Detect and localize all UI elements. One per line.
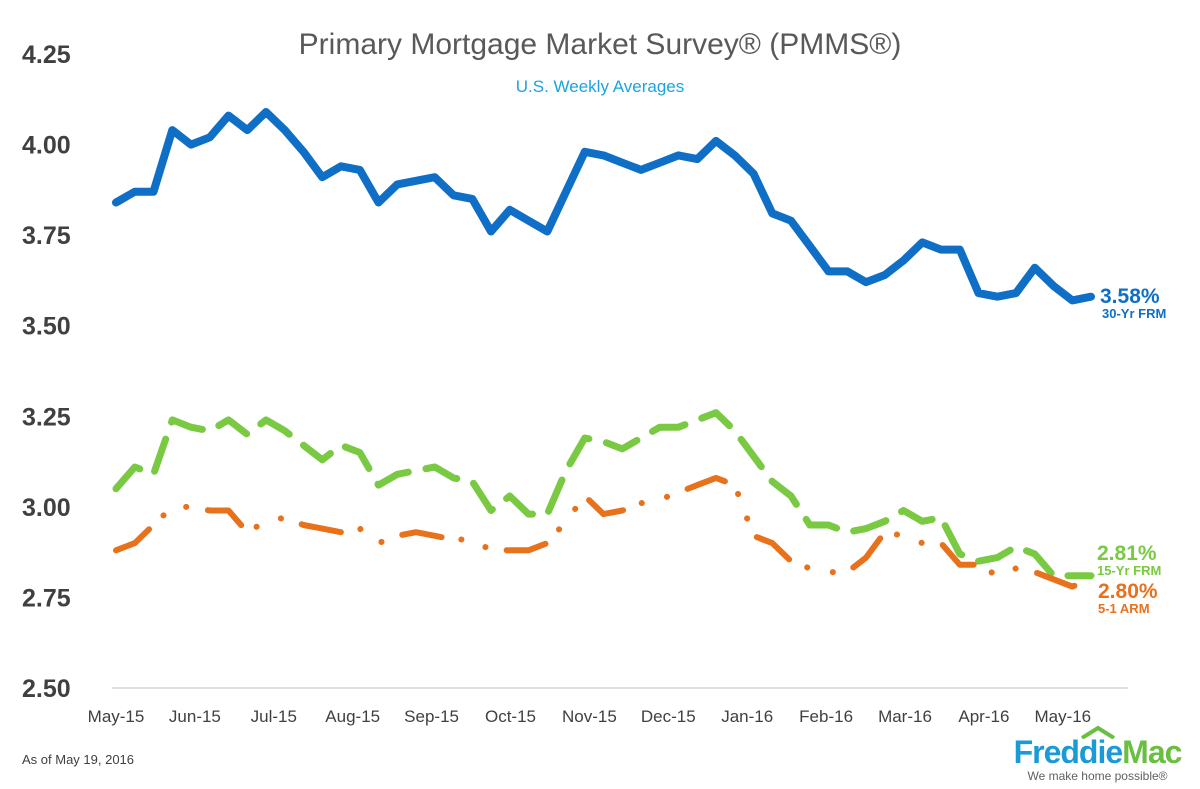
freddie-mac-logo: FreddieMac We make home possible® <box>1005 725 1190 783</box>
x-tick-label: Feb-16 <box>799 707 853 726</box>
end-label-arm: 2.80% 5-1 ARM <box>1098 581 1158 615</box>
x-tick-label: Oct-15 <box>485 707 536 726</box>
series-30yr-frm-line <box>112 108 1095 305</box>
end-label-30yr: 3.58% 30-Yr FRM <box>1100 286 1166 320</box>
y-tick-label: 2.50 <box>22 675 71 703</box>
x-tick-label: Apr-16 <box>958 707 1009 726</box>
y-tick-label: 2.75 <box>22 584 71 612</box>
logo-tagline: We make home possible® <box>1027 769 1168 783</box>
end-value-30yr: 3.58% <box>1100 285 1160 308</box>
end-value-15yr: 2.81% <box>1097 542 1157 565</box>
x-tick-label: Aug-15 <box>325 707 380 726</box>
house-roof-icon <box>1080 725 1115 739</box>
series-name-15yr: 15-Yr FRM <box>1097 563 1162 578</box>
y-tick-label: 4.00 <box>22 132 71 160</box>
x-tick-label: Dec-15 <box>641 707 696 726</box>
x-tick-label: May-15 <box>88 707 145 726</box>
logo-name: FreddieMac <box>1005 735 1190 769</box>
series-5-1-arm-line <box>113 474 1094 590</box>
x-tick-label: Jan-16 <box>721 707 773 726</box>
chart-subtitle: U.S. Weekly Averages <box>515 77 685 96</box>
x-tick-label: May-16 <box>1034 707 1091 726</box>
y-tick-label: 3.00 <box>22 494 71 522</box>
x-tick-label: Nov-15 <box>562 707 617 726</box>
x-tick-label: Mar-16 <box>878 707 932 726</box>
chart-title: Primary Mortgage Market Survey® (PMMS®) <box>298 28 902 61</box>
y-tick-label: 3.25 <box>22 403 71 431</box>
logo-name-part2: Mac <box>1122 734 1182 770</box>
y-tick-label: 4.25 <box>22 41 71 69</box>
y-tick-label: 3.75 <box>22 222 71 250</box>
series-name-arm: 5-1 ARM <box>1098 601 1150 616</box>
end-label-15yr: 2.81% 15-Yr FRM <box>1097 543 1161 577</box>
y-tick-label: 3.50 <box>22 313 71 341</box>
end-value-arm: 2.80% <box>1098 580 1158 603</box>
as-of-date: As of May 19, 2016 <box>22 752 135 767</box>
series-name-30yr: 30-Yr FRM <box>1102 306 1167 321</box>
x-tick-label: Sep-15 <box>404 707 459 726</box>
x-tick-label: Jul-15 <box>251 707 297 726</box>
logo-name-part1: Freddie <box>1013 734 1124 770</box>
x-tick-label: Jun-15 <box>169 707 221 726</box>
series-15yr-frm-line <box>112 409 1095 580</box>
